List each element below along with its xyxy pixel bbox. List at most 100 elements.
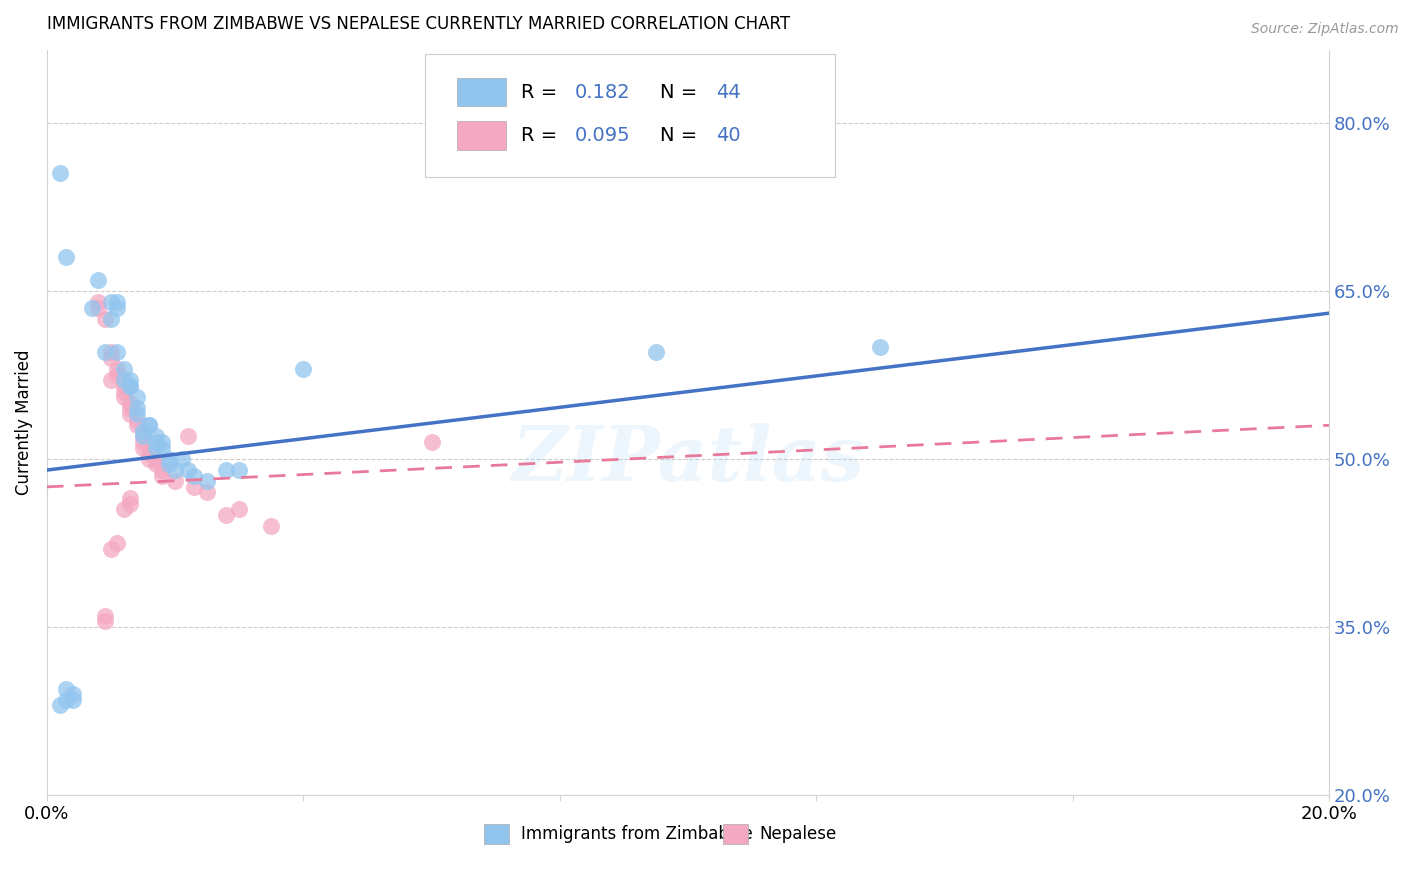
Point xyxy=(165,475,187,489)
Text: 44: 44 xyxy=(716,83,741,102)
Text: N =: N = xyxy=(659,126,703,145)
Point xyxy=(215,508,238,522)
Point xyxy=(107,368,129,382)
Point xyxy=(87,301,110,315)
Point xyxy=(100,345,122,359)
Point xyxy=(150,463,173,477)
Point xyxy=(138,418,160,433)
Text: Nepalese: Nepalese xyxy=(759,825,837,843)
Point xyxy=(112,390,135,404)
Point xyxy=(55,250,77,264)
Text: 40: 40 xyxy=(716,126,741,145)
Text: 0.095: 0.095 xyxy=(575,126,631,145)
Point xyxy=(120,491,142,505)
Point xyxy=(260,519,283,533)
FancyBboxPatch shape xyxy=(425,54,835,177)
Text: R =: R = xyxy=(522,126,564,145)
Point xyxy=(215,463,238,477)
Text: Source: ZipAtlas.com: Source: ZipAtlas.com xyxy=(1251,22,1399,37)
Point xyxy=(55,681,77,696)
FancyBboxPatch shape xyxy=(457,78,506,106)
Point xyxy=(112,362,135,376)
Text: IMMIGRANTS FROM ZIMBABWE VS NEPALESE CURRENTLY MARRIED CORRELATION CHART: IMMIGRANTS FROM ZIMBABWE VS NEPALESE CUR… xyxy=(46,15,790,33)
Point xyxy=(145,429,167,443)
Point xyxy=(87,295,110,310)
Point xyxy=(93,311,115,326)
Point xyxy=(107,345,129,359)
Point xyxy=(644,345,666,359)
Point xyxy=(112,502,135,516)
Point xyxy=(107,295,129,310)
Point xyxy=(157,451,180,466)
Point xyxy=(138,446,160,460)
Point xyxy=(145,441,167,455)
Point xyxy=(93,615,115,629)
Point xyxy=(107,362,129,376)
Point xyxy=(112,384,135,399)
Point xyxy=(55,693,77,707)
Point xyxy=(228,502,250,516)
Point xyxy=(228,463,250,477)
Text: N =: N = xyxy=(659,83,703,102)
Point xyxy=(869,340,891,354)
Point xyxy=(132,429,155,443)
Point xyxy=(125,418,148,433)
Point xyxy=(132,424,155,438)
Point xyxy=(170,451,193,466)
Point xyxy=(93,608,115,623)
Point xyxy=(183,468,205,483)
Point xyxy=(420,435,443,450)
Point xyxy=(62,687,84,701)
Point xyxy=(100,541,122,556)
Point xyxy=(100,295,122,310)
Point xyxy=(145,435,167,450)
Point xyxy=(93,345,115,359)
Point xyxy=(120,497,142,511)
Text: Immigrants from Zimbabwe: Immigrants from Zimbabwe xyxy=(520,825,752,843)
Point xyxy=(177,463,200,477)
Point xyxy=(120,401,142,416)
Point xyxy=(62,693,84,707)
Point xyxy=(112,379,135,393)
Text: 0.182: 0.182 xyxy=(575,83,631,102)
Text: ZIPatlas: ZIPatlas xyxy=(512,423,865,497)
Point xyxy=(292,362,315,376)
Point xyxy=(112,373,135,387)
Text: R =: R = xyxy=(522,83,564,102)
Point xyxy=(120,396,142,410)
Y-axis label: Currently Married: Currently Married xyxy=(15,350,32,495)
Point xyxy=(120,373,142,387)
Point xyxy=(125,412,148,426)
Point xyxy=(120,379,142,393)
Point xyxy=(183,480,205,494)
Point xyxy=(48,698,70,713)
Point xyxy=(132,441,155,455)
Point xyxy=(195,485,218,500)
Point xyxy=(100,373,122,387)
Point xyxy=(100,311,122,326)
Point xyxy=(125,390,148,404)
Point xyxy=(100,351,122,365)
Point xyxy=(120,379,142,393)
Point xyxy=(165,463,187,477)
Point xyxy=(125,401,148,416)
Point xyxy=(107,536,129,550)
Point xyxy=(145,458,167,472)
Point xyxy=(150,435,173,450)
Point xyxy=(132,429,155,443)
Point xyxy=(157,458,180,472)
Point xyxy=(125,407,148,421)
Point xyxy=(177,429,200,443)
Point xyxy=(195,475,218,489)
Point xyxy=(120,407,142,421)
Point xyxy=(132,435,155,450)
Point xyxy=(80,301,103,315)
Point xyxy=(87,272,110,286)
FancyBboxPatch shape xyxy=(457,121,506,150)
Point xyxy=(138,451,160,466)
Point xyxy=(138,418,160,433)
Point xyxy=(150,441,173,455)
Point xyxy=(150,468,173,483)
Point xyxy=(145,451,167,466)
Point xyxy=(107,301,129,315)
